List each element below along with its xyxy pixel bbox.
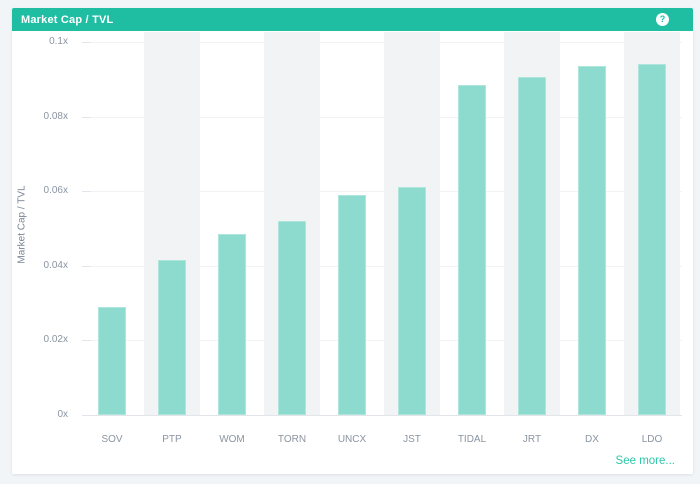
bar-jst[interactable] xyxy=(398,187,426,415)
x-axis-line xyxy=(82,415,682,416)
card-title: Market Cap / TVL xyxy=(21,13,114,26)
y-tick-0.06x xyxy=(82,191,91,192)
y-tick-0x xyxy=(82,415,91,416)
x-axis-label-tidal: TIDAL xyxy=(457,434,487,445)
bar-jrt[interactable] xyxy=(518,77,546,415)
x-axis-label-sov: SOV xyxy=(101,434,123,445)
bar-uncx[interactable] xyxy=(338,195,366,415)
y-axis-label-0.06x: 0.06x xyxy=(43,185,68,196)
y-tick-0.04x xyxy=(82,266,91,267)
x-axis-label-dx: DX xyxy=(585,434,599,445)
y-axis-label-0.1x: 0.1x xyxy=(49,36,68,47)
gridline-0.1x xyxy=(82,42,682,43)
market-cap-tvl-card: Market Cap / TVL ? 0x 0.02x 0.04x 0.06x 0.08… xyxy=(12,8,693,474)
y-tick-0.1x xyxy=(82,42,91,43)
gridline-0.04x xyxy=(82,266,682,267)
x-axis-label-ldo: LDO xyxy=(641,434,663,445)
y-axis-label-0.02x: 0.02x xyxy=(43,334,68,345)
bar-torn[interactable] xyxy=(278,221,306,415)
x-axis-label-jrt: JRT xyxy=(522,434,542,445)
y-tick-0.08x xyxy=(82,117,91,118)
y-axis-label-0.08x: 0.08x xyxy=(43,111,68,122)
bar-tidal[interactable] xyxy=(458,85,486,415)
help-icon[interactable]: ? xyxy=(656,13,669,26)
x-axis-label-jst: JST xyxy=(403,434,421,445)
x-axis-label-wom: WOM xyxy=(219,434,245,445)
bar-dx[interactable] xyxy=(578,66,606,415)
y-axis-label-0x: 0x xyxy=(57,409,68,420)
gridline-0.06x xyxy=(82,191,682,192)
y-tick-0.02x xyxy=(82,340,91,341)
y-axis-label-0.04x: 0.04x xyxy=(43,260,68,271)
bar-ptp[interactable] xyxy=(158,260,186,415)
bar-ldo[interactable] xyxy=(638,64,666,415)
see-more-link[interactable]: See more... xyxy=(615,455,675,467)
bar-wom[interactable] xyxy=(218,234,246,415)
x-axis-label-uncx: UNCX xyxy=(337,434,367,445)
bar-sov[interactable] xyxy=(98,307,126,415)
x-axis-label-torn: TORN xyxy=(277,434,307,445)
card-header: Market Cap / TVL ? xyxy=(12,8,693,31)
x-axis-label-ptp: PTP xyxy=(162,434,182,445)
gridline-0.08x xyxy=(82,117,682,118)
y-axis-title: Market Cap / TVL xyxy=(16,185,28,264)
gridline-0.02x xyxy=(82,340,682,341)
